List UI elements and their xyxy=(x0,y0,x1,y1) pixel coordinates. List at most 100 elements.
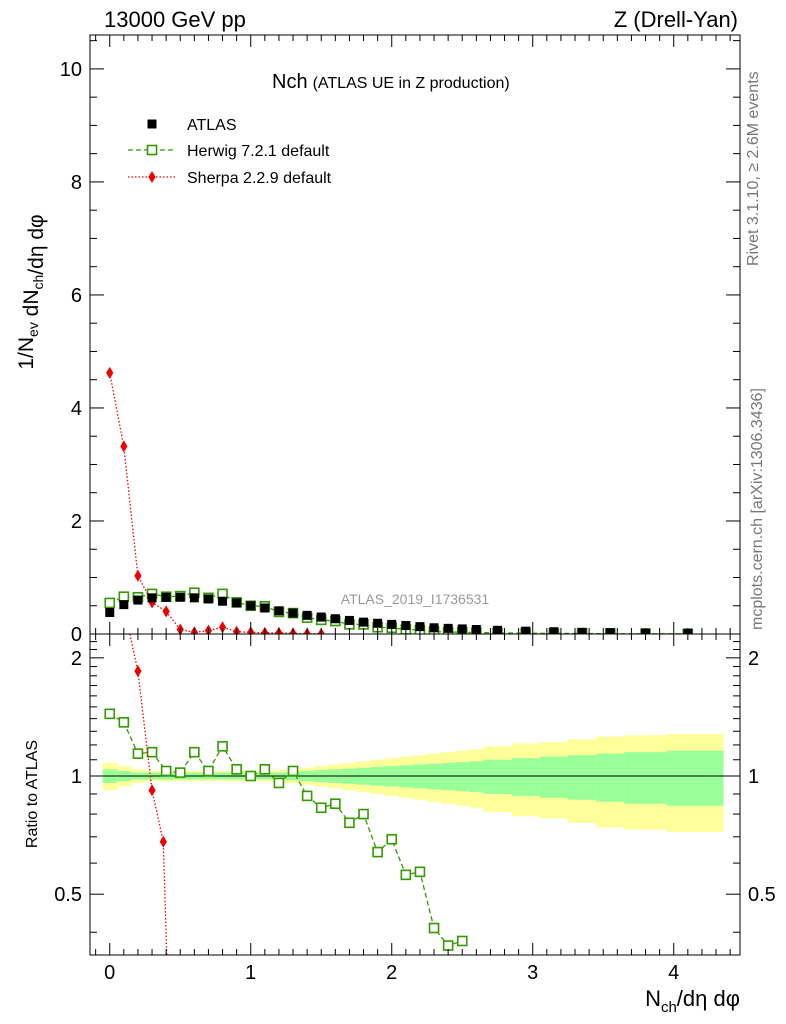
main-point-atlas xyxy=(521,626,531,634)
main-point-herwig-7-2-1-default xyxy=(118,591,130,603)
x-tick-label: 2 xyxy=(386,962,397,984)
ratio-point-herwig-7-2-1-default xyxy=(344,817,355,829)
main-point-atlas xyxy=(429,623,439,633)
ratio-band-inner xyxy=(624,752,668,804)
legend-marker-sherpa-2-2-9-default xyxy=(148,171,156,183)
ratio-point-herwig-7-2-1-default xyxy=(330,798,341,810)
main-point-atlas xyxy=(147,593,157,603)
main-point-atlas xyxy=(133,595,143,605)
ratio-y-tick-label-right: 2 xyxy=(748,648,759,670)
x-tick-label: 3 xyxy=(527,962,538,984)
ratio-point-herwig-7-2-1-default xyxy=(203,765,214,777)
main-point-atlas xyxy=(373,618,383,628)
analysis-watermark: ATLAS_2019_I1736531 xyxy=(341,591,490,607)
main-y-tick-label: 4 xyxy=(71,398,82,420)
main-point-herwig-7-2-1-default xyxy=(104,597,116,609)
main-line-sherpa-2-2-9-default xyxy=(109,372,322,634)
ratio-y-tick-label-right: 1 xyxy=(748,766,759,788)
main-point-atlas xyxy=(605,628,615,634)
ratio-point-sherpa-2-2-9-default xyxy=(148,784,156,797)
ratio-point-herwig-7-2-1-default xyxy=(358,808,369,820)
ratio-line-sherpa-2-2-9-default xyxy=(129,634,168,955)
ratio-point-herwig-7-2-1-default xyxy=(231,764,242,775)
y-axis-label: 1/Nev dNch/dη dφ xyxy=(15,214,48,369)
ratio-uncertainty-bands xyxy=(90,733,740,833)
main-point-atlas xyxy=(119,600,129,610)
main-y-tick-label: 8 xyxy=(71,172,82,194)
ratio-band-inner xyxy=(469,761,484,793)
ratio-point-herwig-7-2-1-default xyxy=(118,717,130,728)
main-point-atlas xyxy=(330,614,340,624)
ratio-point-herwig-7-2-1-default xyxy=(400,869,412,881)
main-point-atlas xyxy=(189,593,199,603)
ratio-band-inner xyxy=(483,759,513,794)
main-point-atlas xyxy=(232,598,242,608)
ratio-point-herwig-7-2-1-default xyxy=(245,770,257,782)
header-left-title: 13000 GeV pp xyxy=(104,7,246,32)
main-y-tick-label: 0 xyxy=(71,624,82,646)
legend-label-sherpa-2-2-9-default: Sherpa 2.2.9 default xyxy=(187,170,332,187)
main-plot-marks xyxy=(104,366,694,634)
main-y-tick-label: 10 xyxy=(60,59,82,81)
ratio-point-sherpa-2-2-9-default xyxy=(159,835,167,848)
main-point-atlas xyxy=(203,594,213,604)
ratio-plot-frame xyxy=(89,633,741,956)
ratio-point-herwig-7-2-1-default xyxy=(287,765,299,777)
ratio-y-tick-label-right: 0.5 xyxy=(748,884,776,906)
main-point-atlas xyxy=(161,592,171,602)
main-point-sherpa-2-2-9-default xyxy=(106,366,114,379)
plot-title: Nch (ATLAS UE in Z production) xyxy=(272,71,510,93)
ratio-y-axis-label: Ratio to ATLAS xyxy=(24,740,41,848)
x-tick-label: 1 xyxy=(245,962,256,984)
main-point-atlas xyxy=(359,617,369,627)
ratio-point-herwig-7-2-1-default xyxy=(217,741,228,752)
ratio-point-herwig-7-2-1-default xyxy=(428,922,440,934)
ratio-band-inner xyxy=(539,756,569,798)
main-point-sherpa-2-2-9-default xyxy=(218,621,227,634)
ratio-point-herwig-7-2-1-default xyxy=(160,765,172,777)
legend-marker-atlas xyxy=(147,119,157,129)
x-tick-label: 0 xyxy=(104,962,115,984)
ratio-point-herwig-7-2-1-default xyxy=(104,708,116,720)
main-point-atlas xyxy=(288,608,298,618)
ratio-point-herwig-7-2-1-default xyxy=(315,802,327,814)
main-point-sherpa-2-2-9-default xyxy=(134,569,142,582)
main-line-herwig-7-2-1-default xyxy=(109,592,688,634)
ratio-band-inner xyxy=(455,762,470,792)
ratio-band-inner xyxy=(666,750,724,806)
main-point-atlas xyxy=(415,622,425,632)
main-point-sherpa-2-2-9-default xyxy=(162,605,170,618)
main-point-atlas xyxy=(218,596,228,606)
ratio-point-herwig-7-2-1-default xyxy=(386,833,398,845)
main-point-sherpa-2-2-9-default xyxy=(120,440,128,453)
ratio-point-herwig-7-2-1-default xyxy=(414,866,426,878)
main-point-atlas xyxy=(246,601,256,611)
ratio-y-tick-label: 0.5 xyxy=(54,884,82,906)
legend: ATLAS Herwig 7.2.1 default Sherpa 2.2.9 de… xyxy=(128,117,332,187)
main-point-atlas xyxy=(175,592,185,602)
main-point-atlas xyxy=(401,621,411,631)
ratio-point-herwig-7-2-1-default xyxy=(189,746,200,758)
x-tick-label: 4 xyxy=(668,962,679,984)
ratio-line-herwig-7-2-1-default xyxy=(109,713,463,947)
main-point-atlas xyxy=(549,627,559,634)
main-point-atlas xyxy=(274,606,284,616)
main-y-tick-label: 6 xyxy=(71,285,82,307)
ratio-y-tick-label: 2 xyxy=(71,648,82,670)
main-point-atlas xyxy=(344,615,354,625)
ratio-band-inner xyxy=(511,758,541,796)
ratio-point-herwig-7-2-1-default xyxy=(146,746,158,758)
main-point-atlas xyxy=(492,625,502,634)
ratio-point-herwig-7-2-1-default xyxy=(273,777,285,789)
ratio-point-herwig-7-2-1-default xyxy=(442,940,454,951)
ratio-point-sherpa-2-2-9-default xyxy=(134,665,142,678)
ratio-plot-marks xyxy=(104,634,468,955)
legend-label-atlas: ATLAS xyxy=(187,117,237,134)
main-point-atlas xyxy=(577,627,587,634)
ratio-point-herwig-7-2-1-default xyxy=(132,748,144,759)
legend-marker-herwig-7-2-1-default xyxy=(146,144,158,156)
main-point-atlas xyxy=(260,603,270,613)
ratio-point-herwig-7-2-1-default xyxy=(456,935,468,947)
